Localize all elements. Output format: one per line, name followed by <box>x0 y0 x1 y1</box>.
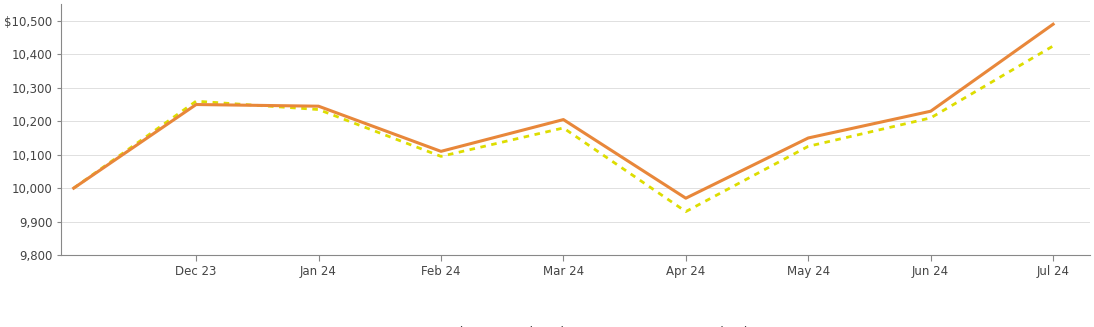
Fund <box>1047 22 1060 26</box>
Bloomberg U.S. Aggregate Bond Index <box>312 108 325 112</box>
Fund <box>67 186 80 190</box>
Bloomberg U.S. Aggregate Bond Index <box>434 154 447 158</box>
Fund <box>189 103 202 107</box>
Fund <box>312 104 325 108</box>
Line: Fund: Fund <box>73 24 1054 198</box>
Fund <box>924 109 938 113</box>
Bloomberg U.S. Aggregate Bond Index <box>1047 44 1060 48</box>
Bloomberg U.S. Aggregate Bond Index <box>189 99 202 103</box>
Fund <box>679 196 693 200</box>
Fund <box>557 118 570 122</box>
Bloomberg U.S. Aggregate Bond Index <box>802 145 815 148</box>
Bloomberg U.S. Aggregate Bond Index <box>924 116 938 120</box>
Legend: Fund, Bloomberg U.S. Aggregate Bond Index: Fund, Bloomberg U.S. Aggregate Bond Inde… <box>384 321 768 327</box>
Line: Bloomberg U.S. Aggregate Bond Index: Bloomberg U.S. Aggregate Bond Index <box>73 46 1054 212</box>
Bloomberg U.S. Aggregate Bond Index <box>557 126 570 130</box>
Fund <box>434 149 447 153</box>
Fund <box>802 136 815 140</box>
Bloomberg U.S. Aggregate Bond Index <box>679 210 693 214</box>
Bloomberg U.S. Aggregate Bond Index <box>67 186 80 190</box>
